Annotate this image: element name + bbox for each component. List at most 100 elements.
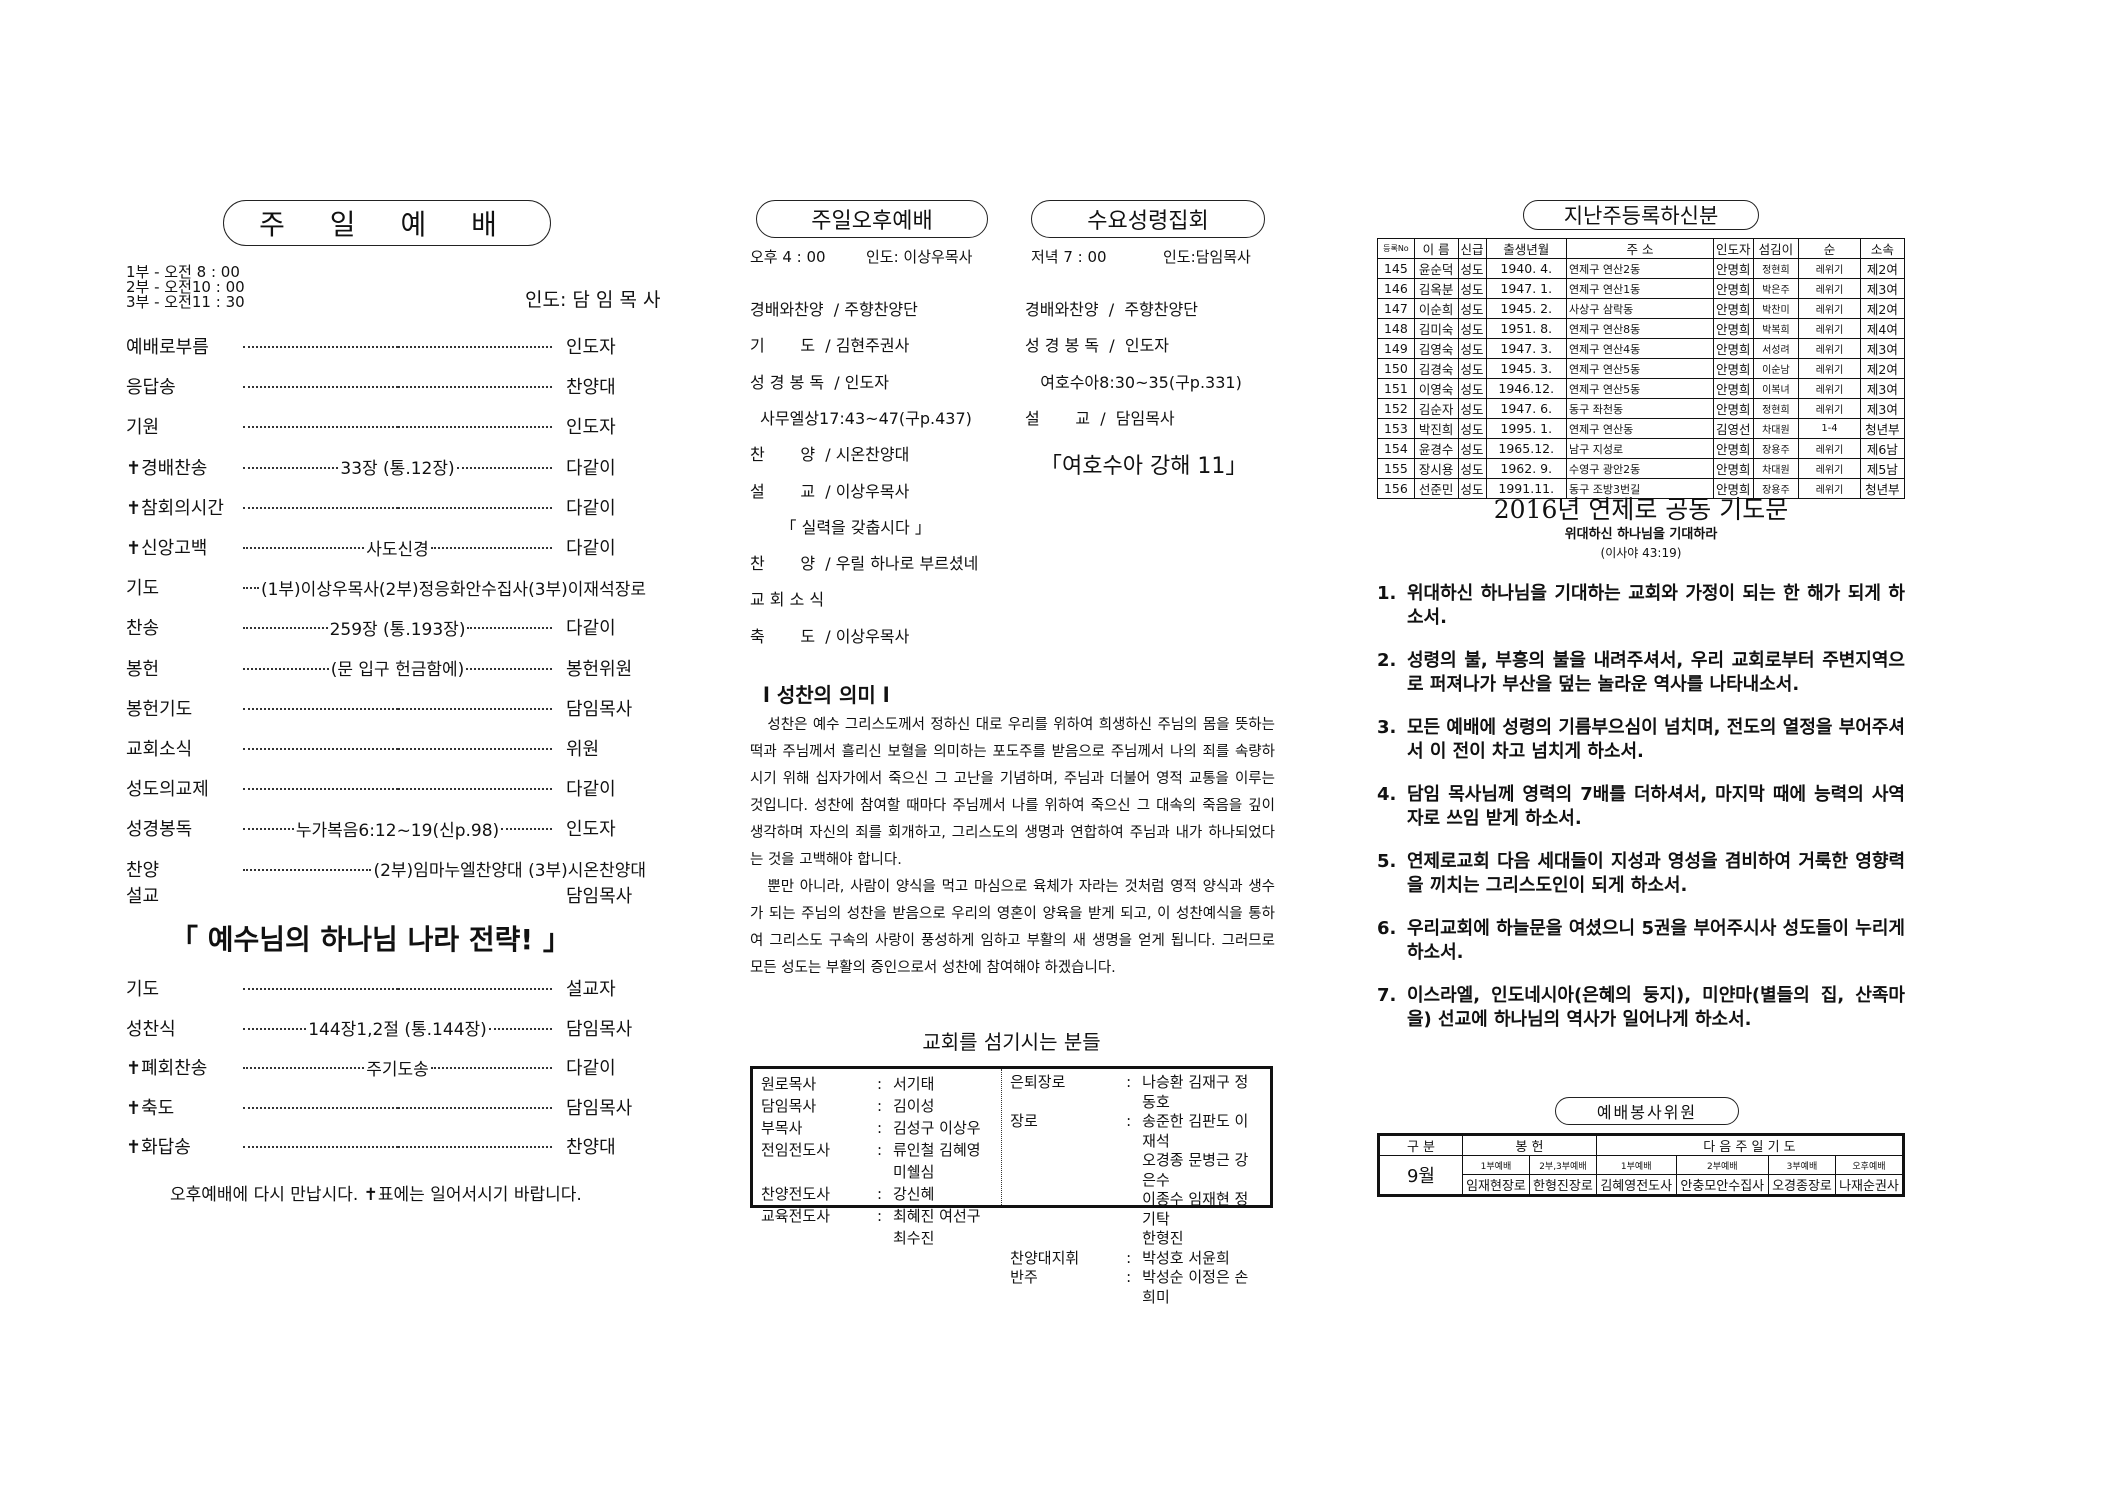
- order-role: 다같이: [566, 457, 616, 479]
- afternoon-row: 교 회 소 식: [750, 590, 825, 610]
- sermon-title: 「 예수님의 하나님 나라 전략! 」: [170, 923, 571, 956]
- dotted-leader: (2부)임마누엘찬양대 (3부)시온찬양대: [243, 854, 648, 884]
- table-cell: 레위기: [1798, 258, 1861, 279]
- leader-line: [397, 346, 552, 348]
- prayer-number: 2.: [1377, 650, 1397, 671]
- order-role: 다같이: [566, 538, 616, 559]
- staff-names: 이종수 임재현 정기탁: [1142, 1190, 1249, 1228]
- order-label: 예배로부름: [126, 337, 209, 358]
- order-role: 인도자: [566, 417, 616, 439]
- order-label: 찬양: [126, 859, 160, 881]
- table-cell: 이순남: [1752, 358, 1800, 379]
- order-detail: 누가복음6:12~19(신p.98): [295, 820, 500, 841]
- afternoon-row: 기 도 / 김현주권사: [750, 336, 910, 356]
- dotted-leader: 259장 (통.193장): [243, 612, 553, 642]
- leader-line: [430, 547, 552, 549]
- table-row: 150 김경숙 성도 1945. 3. 연제구 연산5동 안명희 이순남 레위기 제2여: [1377, 358, 1906, 379]
- leader-line: [243, 788, 398, 791]
- colon: :: [1126, 1112, 1132, 1130]
- order-label: ✝경배찬송: [126, 457, 208, 479]
- table-cell: 이복녀: [1752, 378, 1800, 399]
- prayer-text: 담임 목사님께 영력의 7배를 더하셔서, 마지막 때에 능력의 사역자로 쓰임…: [1407, 784, 1905, 829]
- order-label: ✝폐회찬송: [126, 1058, 208, 1079]
- staff-row: 한형진: [1010, 1229, 1262, 1249]
- service-subheader: 1부예배: [1462, 1155, 1530, 1175]
- table-row: 154 윤경수 성도 1965.12. 남구 지성로 안명희 장용주 레위기 제6남: [1377, 438, 1906, 459]
- colon: :: [877, 1075, 883, 1093]
- order-label: 설교: [126, 886, 160, 907]
- order-label: 성도의교제: [126, 779, 209, 801]
- staff-names: 김이성: [893, 1097, 935, 1115]
- table-cell: 레위기: [1798, 478, 1861, 499]
- prayer-number: 4.: [1377, 784, 1397, 805]
- order-role: 다같이: [566, 779, 616, 801]
- essay-title: l 성찬의 의미 l: [763, 683, 890, 707]
- colon: :: [1126, 1268, 1132, 1286]
- staff-names: 최혜진 여선구 최수진: [893, 1207, 981, 1247]
- table-cell: 1951. 8.: [1485, 318, 1567, 339]
- prayer-title: 2016년 연제로 공동 기도문: [1493, 495, 1789, 524]
- table-cell: 윤경수: [1413, 438, 1459, 459]
- leader-line: [243, 707, 398, 710]
- order-role: 다같이: [566, 497, 616, 519]
- column-header: 등록No: [1377, 238, 1415, 259]
- dotted-leader: [243, 880, 552, 910]
- prayer-number: 1.: [1377, 583, 1397, 604]
- order-role: 봉헌위원: [566, 658, 633, 680]
- service-committee-title: 예배봉사위원: [1555, 1097, 1739, 1125]
- prayer-item: 4. 담임 목사님께 영력의 7배를 더하셔서, 마지막 때에 능력의 사역자로 …: [1377, 783, 1905, 831]
- afternoon-row: 찬 양 / 우릴 하나로 부르셨네: [750, 554, 979, 574]
- prayer-item: 2. 성령의 불, 부흥의 불을 내려주셔서, 우리 교회로부터 주변지역으로 퍼…: [1377, 649, 1905, 697]
- colon: :: [1126, 1073, 1132, 1091]
- table-cell: 153: [1377, 418, 1415, 439]
- service-subheader: 3부예배: [1768, 1155, 1836, 1175]
- table-cell: 제4여: [1859, 318, 1906, 339]
- leader-line: [243, 1146, 398, 1148]
- leader-line: [467, 627, 553, 630]
- staff-role: [1010, 1229, 1120, 1249]
- table-cell: 연제구 연산5동: [1565, 358, 1714, 379]
- table-cell: 148: [1377, 318, 1415, 339]
- table-cell: 성도: [1457, 278, 1487, 299]
- staff-row: 교육전도사: 최혜진 여선구 최수진: [761, 1205, 993, 1249]
- prayer-text: 성령의 불, 부흥의 불을 내려주셔서, 우리 교회로부터 주변지역으로 퍼져나…: [1407, 650, 1905, 695]
- afternoon-service-title: 주일오후예배: [756, 200, 988, 238]
- dotted-leader: [243, 492, 552, 522]
- order-row: 성도의교제 다같이: [126, 773, 648, 803]
- prayer-number: 5.: [1377, 851, 1397, 872]
- staff-role: 찬양대지휘: [1010, 1248, 1080, 1267]
- table-cell: 연제구 연산5동: [1565, 378, 1714, 399]
- leader-line: [397, 988, 552, 990]
- table-cell: 154: [1377, 438, 1415, 459]
- order-row: 찬송 259장 (통.193장) 다같이: [126, 612, 648, 642]
- staff-left: 원로목사: 서기태 담임목사: 김이성 부목사: 김성구 이상우 전임전도사: 류인철 김혜영…: [753, 1069, 1003, 1247]
- table-cell: 1946.12.: [1485, 378, 1567, 399]
- afternoon-row: 축 도 / 이상우목사: [750, 626, 910, 646]
- service-name: 한형진장로: [1528, 1174, 1597, 1196]
- dotted-leader: 주기도송: [243, 1052, 552, 1082]
- column-header: 주 소: [1565, 238, 1714, 259]
- column-header: 소속: [1859, 238, 1906, 259]
- column-header: 섬김이: [1752, 238, 1800, 259]
- colon: :: [1126, 1248, 1132, 1267]
- colon: :: [877, 1185, 883, 1203]
- header-next-prayer: 다 음 주 일 기 도: [1595, 1134, 1905, 1156]
- table-cell: 연제구 연산8동: [1565, 318, 1714, 339]
- order-role: 다같이: [566, 618, 616, 640]
- dotted-leader: [243, 733, 552, 763]
- staff-row: 담임목사: 김이성: [761, 1095, 993, 1117]
- staff-row: 은퇴장로: 나승환 김재구 정동호: [1010, 1073, 1262, 1112]
- prayer-text: 위대하신 하나님을 기대하는 교회와 가정이 되는 한 해가 되게 하소서.: [1407, 583, 1905, 628]
- service-name: 안충모안수집사: [1675, 1174, 1770, 1196]
- table-cell: 149: [1377, 338, 1415, 359]
- table-cell: 연제구 연산동: [1565, 418, 1714, 439]
- table-cell: 김순자: [1413, 398, 1459, 419]
- registration-title: 지난주등록하신분: [1523, 200, 1759, 230]
- sunday-leader: 인도: 담 임 목 사: [525, 289, 661, 311]
- staff-role: 담임목사: [761, 1097, 817, 1115]
- table-cell: 145: [1377, 258, 1415, 279]
- staff-names: 서기태: [893, 1075, 935, 1093]
- wednesday-row: 설 교 / 담임목사: [1025, 408, 1175, 428]
- dotted-leader: 144장1,2절 (통.144장): [243, 1013, 553, 1043]
- column-header: 신급: [1457, 238, 1487, 259]
